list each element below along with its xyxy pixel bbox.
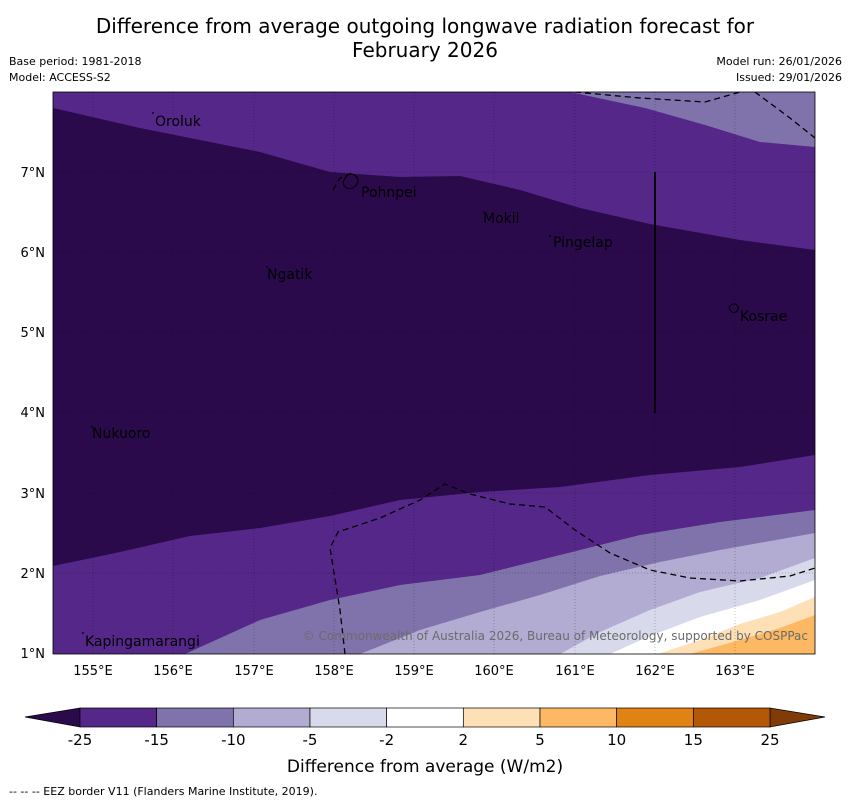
lon-label: 163°E xyxy=(715,664,755,679)
lat-label: 1°N xyxy=(21,647,46,662)
colorbar-tick-label: -10 xyxy=(221,731,246,749)
colorbar-tick-label: 10 xyxy=(607,731,626,749)
model-run: Model run: 26/01/2026 xyxy=(716,55,842,68)
lat-label: 4°N xyxy=(21,406,46,421)
lat-label: 7°N xyxy=(21,166,46,181)
pingelap-marker xyxy=(549,235,551,237)
colorbar-tick-label: -5 xyxy=(303,731,318,749)
colorbar-cell xyxy=(692,707,771,728)
lat-label: 2°N xyxy=(21,567,46,582)
colorbar-ticks: -25 -15 -10 -5 -2 2 5 10 15 25 xyxy=(68,731,780,749)
map-plot-area: Oroluk Pohnpei Mokil Pingelap Ngatik Kos… xyxy=(53,92,815,654)
colorbar-cells xyxy=(79,707,771,728)
colorbar-cell xyxy=(539,707,618,728)
colorbar-cell xyxy=(156,707,234,728)
place-nukuoro: Nukuoro xyxy=(92,426,150,442)
title-line-1: Difference from average outgoing longwav… xyxy=(95,14,755,38)
copyright-notice: © Commonwealth of Australia 2026, Bureau… xyxy=(303,629,808,643)
place-pohnpei: Pohnpei xyxy=(361,185,417,201)
title-line-2: February 2026 xyxy=(352,38,498,62)
lon-label: 158°E xyxy=(314,664,354,679)
colorbar-high-extend xyxy=(769,707,826,728)
graticule xyxy=(53,92,815,654)
colorbar-cell xyxy=(386,707,464,728)
meta-right: Model run: 26/01/2026 Issued: 29/01/2026 xyxy=(716,54,842,86)
colorbar-low-extend xyxy=(24,707,81,728)
colorbar-tick-label: -15 xyxy=(144,731,169,749)
eez-footnote: -- -- -- EEZ border V11 (Flanders Marine… xyxy=(9,785,318,798)
field-band-below-minus25 xyxy=(53,108,815,566)
model-name: Model: ACCESS-S2 xyxy=(9,71,111,84)
longitude-axis: 155°E 156°E 157°E 158°E 159°E 160°E 161°… xyxy=(73,664,755,679)
colorbar-tick-label: 5 xyxy=(535,731,545,749)
mokil-marker xyxy=(483,211,485,213)
lon-label: 160°E xyxy=(474,664,514,679)
colorbar-tick-label: 2 xyxy=(459,731,469,749)
lat-label: 6°N xyxy=(21,246,46,261)
colorbar-label: Difference from average (W/m2) xyxy=(287,757,563,777)
colorbar: -25 -15 -10 -5 -2 2 5 10 15 25 Difference from av… xyxy=(24,707,826,777)
colorbar-cell xyxy=(232,707,311,728)
lon-label: 159°E xyxy=(394,664,434,679)
meta-left: Base period: 1981-2018 Model: ACCESS-S2 xyxy=(9,54,141,86)
colorbar-tick-label: -2 xyxy=(379,731,394,749)
nukuoro-marker xyxy=(91,426,93,428)
lon-label: 162°E xyxy=(635,664,675,679)
latitude-axis: 1°N 2°N 3°N 4°N 5°N 6°N 7°N xyxy=(21,166,46,662)
colorbar-tick-label: -25 xyxy=(68,731,93,749)
place-oroluk: Oroluk xyxy=(155,114,202,130)
colorbar-tick-label: 15 xyxy=(684,731,703,749)
place-mokil: Mokil xyxy=(483,211,520,227)
map-title: Difference from average outgoing longwav… xyxy=(0,14,850,62)
colorbar-cell xyxy=(616,707,694,728)
lat-label: 5°N xyxy=(21,326,46,341)
lon-label: 156°E xyxy=(153,664,193,679)
pohnpei-island-outline xyxy=(342,173,359,189)
colorbar-cell xyxy=(462,707,541,728)
base-period: Base period: 1981-2018 xyxy=(9,55,142,68)
place-ngatik: Ngatik xyxy=(267,267,313,283)
lat-label: 3°N xyxy=(21,487,46,502)
lon-label: 161°E xyxy=(555,664,595,679)
lon-label: 157°E xyxy=(234,664,274,679)
colorbar-cell xyxy=(309,707,388,728)
place-pingelap: Pingelap xyxy=(553,235,613,251)
map-frame xyxy=(52,91,816,655)
kapingamarangi-marker xyxy=(82,632,84,634)
field-band-plus5-plus10 xyxy=(690,615,815,654)
issued-date: Issued: 29/01/2026 xyxy=(735,71,842,84)
colorbar-tick-label: 25 xyxy=(760,731,779,749)
oroluk-marker xyxy=(152,112,154,114)
place-kosrae: Kosrae xyxy=(740,309,787,325)
field-band-minus15-minus10-top xyxy=(570,92,815,147)
place-kapingamarangi: Kapingamarangi xyxy=(85,634,200,650)
kosrae-island-outline xyxy=(728,303,739,313)
ngatik-marker xyxy=(266,266,268,268)
lon-label: 155°E xyxy=(73,664,113,679)
colorbar-cell xyxy=(79,707,158,728)
